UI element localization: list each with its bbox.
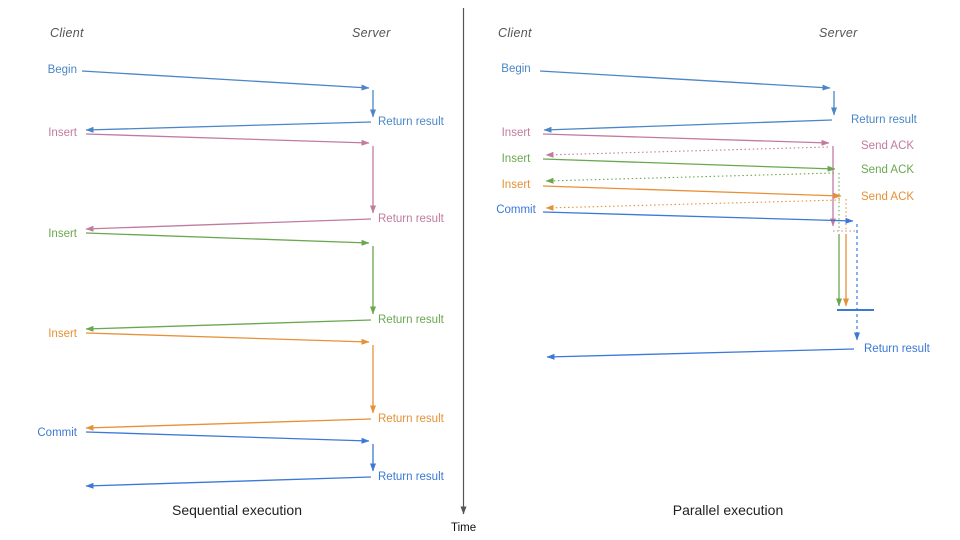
par-insert2-request-line (542, 158, 836, 172)
seq-insert1-return-line (85, 218, 372, 232)
par-insert1-label: Insert (501, 127, 531, 139)
seq-insert2-label: Insert (48, 228, 77, 240)
par-commit-response-label: Return result (864, 343, 930, 355)
par-begin-response-label: Return result (851, 114, 917, 126)
seq-insert1-request-line (85, 133, 370, 146)
par-insert1-ack-label: Send ACK (861, 140, 915, 152)
seq-commit-request-line (85, 431, 370, 444)
time-axis-label: Time (451, 522, 477, 534)
seq-insert2-response-label: Return result (378, 314, 444, 326)
par-insert1-ack-line (545, 146, 829, 158)
par-insert2-ack-line (545, 172, 835, 184)
par-insert3-ack-label: Send ACK (861, 191, 915, 203)
par-client-header: Client (498, 26, 532, 40)
par-insert3-request-line (542, 185, 842, 199)
par-final-return-line (546, 348, 855, 360)
par-commit-request-line (542, 211, 854, 224)
par-insert2-ack-label: Send ACK (861, 164, 915, 176)
par-insert1-request-line (542, 133, 830, 146)
par-insert3-label: Insert (501, 179, 531, 191)
seq-insert3-return-line (85, 418, 372, 431)
seq-commit-label: Commit (37, 427, 77, 439)
seq-begin-response-label: Return result (378, 116, 444, 128)
seq-commit-response-label: Return result (378, 471, 444, 483)
seq-insert1-response-label: Return result (378, 213, 444, 225)
par-insert3-ack-line (545, 199, 841, 211)
seq-insert3-request-line (85, 332, 370, 345)
seq-commit-return-line (85, 476, 372, 489)
par-commit-label: Commit (496, 204, 536, 216)
seq-insert3-response-label: Return result (378, 413, 444, 425)
par-server-header: Server (819, 26, 858, 40)
seq-client-header: Client (50, 26, 84, 40)
seq-insert1-label: Insert (48, 127, 77, 139)
seq-server-header: Server (352, 26, 391, 40)
par-begin-request-line (539, 70, 831, 91)
seq-begin-label: Begin (47, 64, 77, 76)
par-begin-label: Begin (501, 63, 531, 75)
par-begin-return-line (543, 119, 833, 133)
seq-insert3-label: Insert (48, 328, 77, 340)
par-insert2-label: Insert (501, 153, 531, 165)
par-title: Parallel execution (672, 502, 784, 518)
seq-title: Sequential execution (172, 502, 302, 518)
seq-begin-request-line (81, 70, 370, 91)
seq-begin-return-line (85, 121, 372, 133)
seq-insert2-return-line (85, 319, 372, 332)
seq-insert2-request-line (85, 232, 370, 246)
